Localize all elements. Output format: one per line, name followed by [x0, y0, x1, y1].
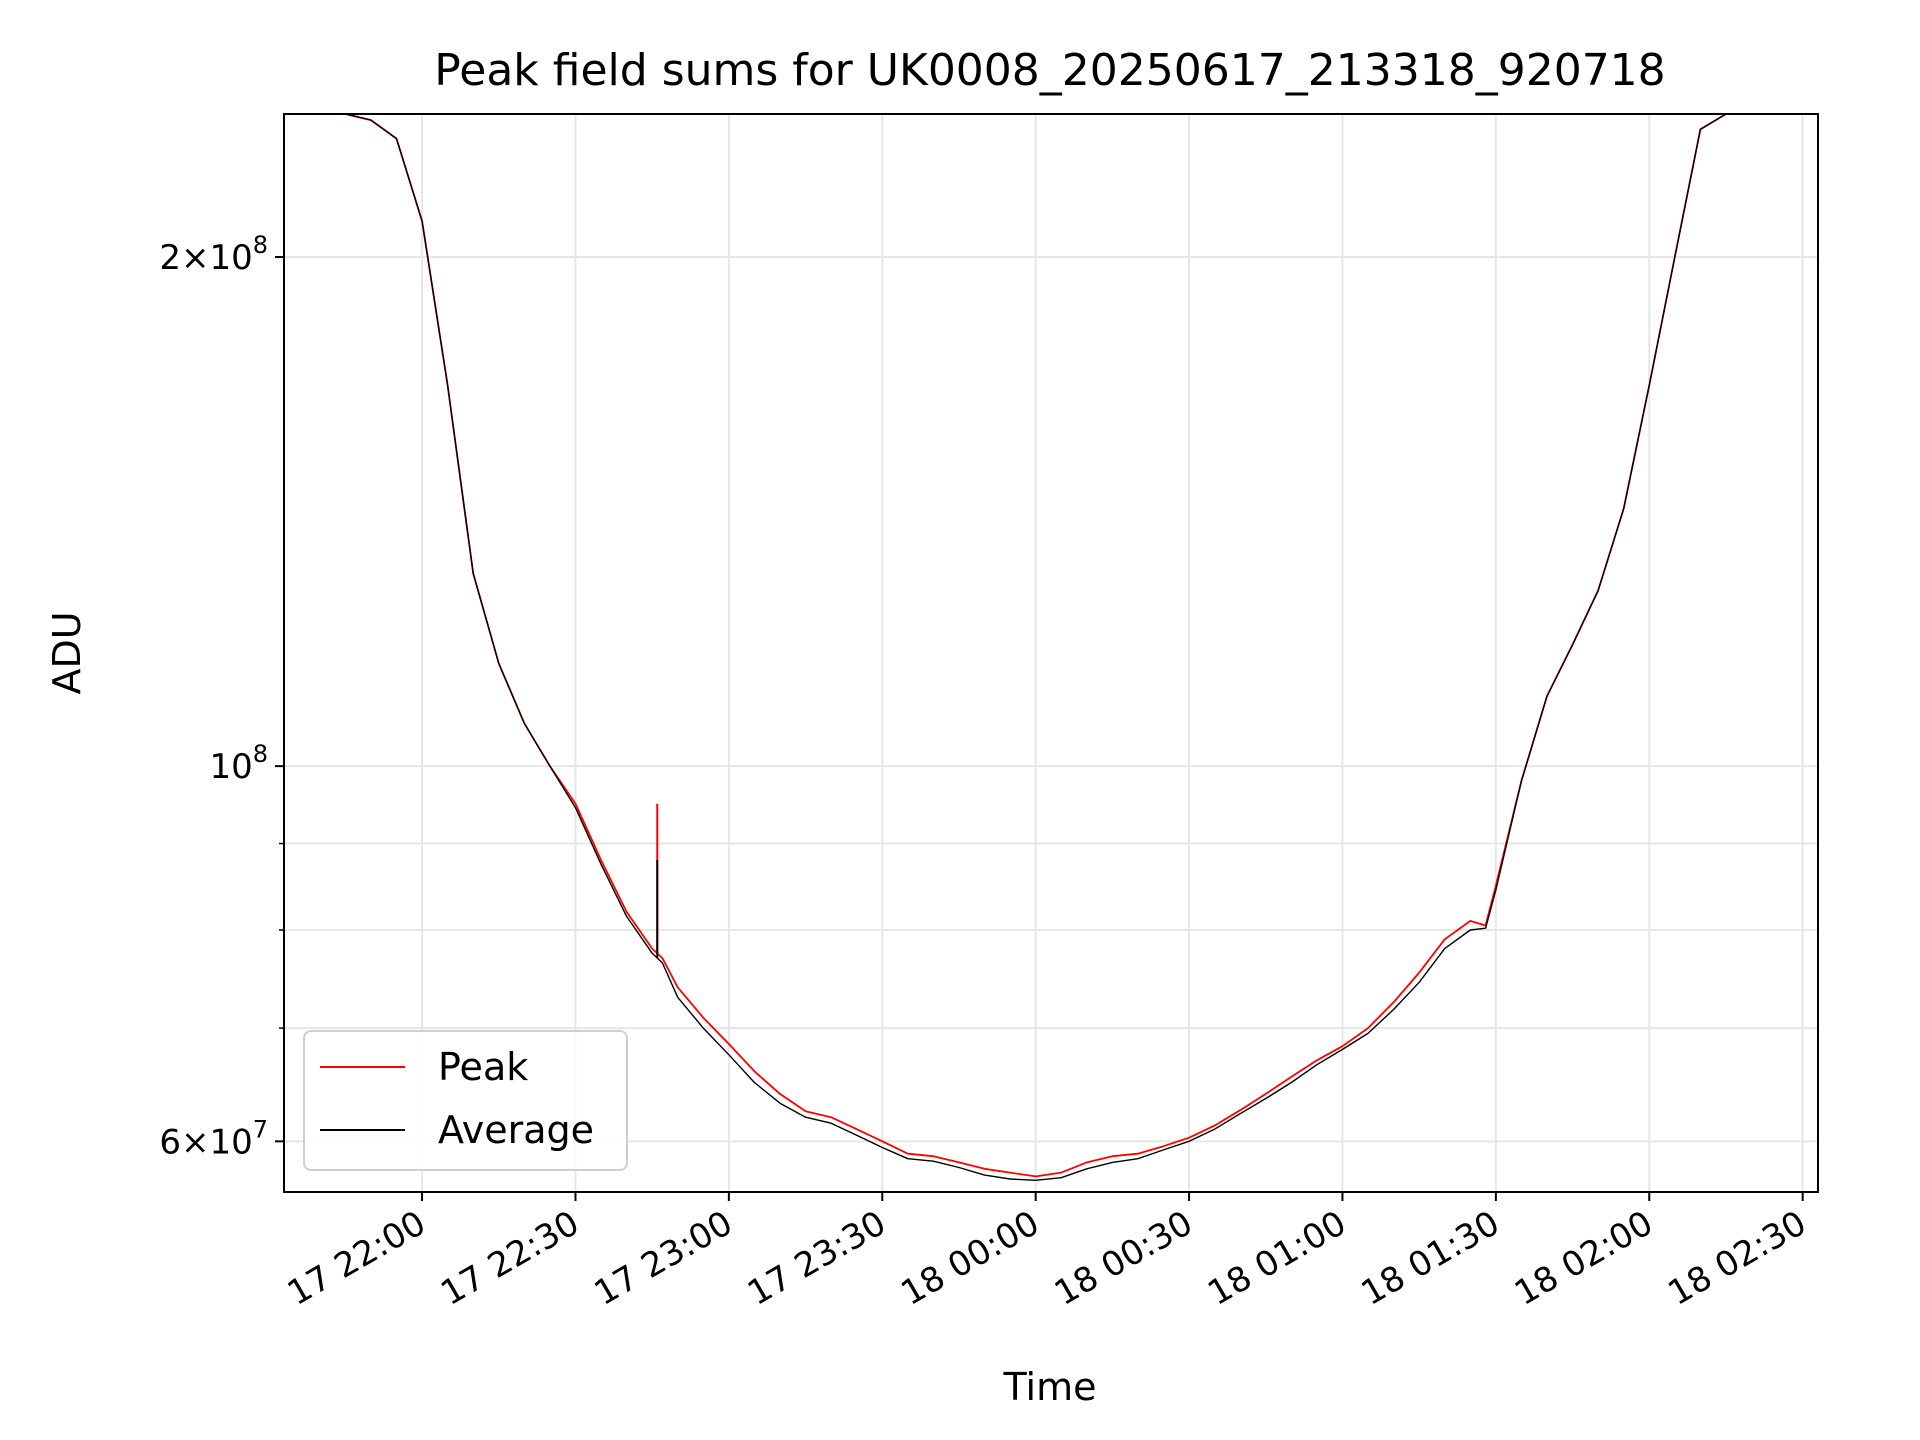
y-tick-label: 2×108	[159, 231, 268, 278]
series-line-average	[284, 113, 1778, 1181]
x-tick-label: 17 23:30	[741, 1203, 893, 1314]
x-tick-label: 17 22:00	[281, 1203, 433, 1314]
x-tick-label: 17 22:30	[434, 1203, 586, 1314]
grid	[284, 114, 1818, 1192]
legend: Peak Average	[303, 1030, 628, 1171]
plot-frame	[283, 113, 1819, 1193]
x-tick-label: 18 00:00	[894, 1203, 1046, 1314]
series-line-peak	[284, 113, 1778, 1178]
chart-title: Peak field sums for UK0008_20250617_2133…	[434, 45, 1665, 96]
x-axis-label: Time	[1003, 1365, 1097, 1409]
legend-label-average: Average	[438, 1108, 594, 1152]
y-tick-label: 6×107	[159, 1115, 268, 1162]
x-tick-label: 18 01:30	[1355, 1203, 1507, 1314]
x-tick-label: 18 02:30	[1661, 1203, 1813, 1314]
x-tick-label: 18 02:00	[1508, 1203, 1660, 1314]
x-tick-label: 18 01:00	[1201, 1203, 1353, 1314]
y-axis-label: ADU	[45, 611, 89, 694]
y-axis: 6×107 108 2×108	[159, 231, 284, 1162]
series-group	[284, 113, 1778, 1181]
x-tick-label: 18 00:30	[1048, 1203, 1200, 1314]
x-tick-label: 17 23:00	[588, 1203, 740, 1314]
x-axis: 17 22:00 17 22:30 17 23:00 17 23:30 18 00:00…	[281, 1192, 1813, 1314]
legend-label-peak: Peak	[438, 1045, 528, 1089]
y-tick-label: 108	[209, 740, 268, 787]
legend-box	[303, 1030, 628, 1171]
